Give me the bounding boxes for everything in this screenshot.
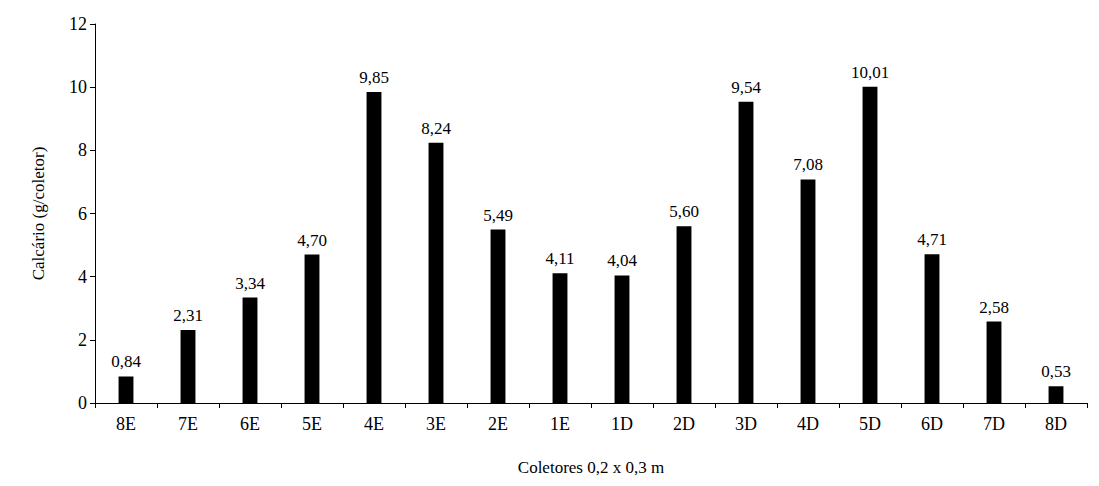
svg-text:5E: 5E [302,414,322,434]
svg-text:8D: 8D [1045,414,1067,434]
svg-text:9,85: 9,85 [359,68,389,87]
svg-text:2,58: 2,58 [979,298,1009,317]
svg-text:2,31: 2,31 [173,306,203,325]
svg-text:0,84: 0,84 [111,352,141,371]
svg-text:5,60: 5,60 [669,202,699,221]
svg-text:8E: 8E [116,414,136,434]
svg-text:4,04: 4,04 [607,251,637,270]
svg-text:3,34: 3,34 [235,274,265,293]
svg-text:3E: 3E [426,414,446,434]
svg-text:1E: 1E [550,414,570,434]
svg-text:Calcário (g/coletor): Calcário (g/coletor) [29,147,48,281]
svg-text:5D: 5D [859,414,881,434]
svg-text:4,70: 4,70 [297,231,327,250]
svg-text:5,49: 5,49 [483,206,513,225]
svg-text:2D: 2D [673,414,695,434]
svg-text:6E: 6E [240,414,260,434]
svg-text:Coletores 0,2 x 0,3 m: Coletores 0,2 x 0,3 m [518,458,664,477]
svg-text:3D: 3D [735,414,757,434]
svg-text:7,08: 7,08 [793,155,823,174]
svg-text:4D: 4D [797,414,819,434]
svg-text:4,11: 4,11 [545,249,574,268]
svg-text:9,54: 9,54 [731,78,761,97]
svg-text:8: 8 [78,140,87,160]
svg-text:2: 2 [78,330,87,350]
svg-text:4: 4 [78,267,87,287]
svg-text:7E: 7E [178,414,198,434]
svg-text:4E: 4E [364,414,384,434]
svg-text:6: 6 [78,204,87,224]
svg-text:8,24: 8,24 [421,119,451,138]
svg-text:6D: 6D [921,414,943,434]
svg-text:7D: 7D [983,414,1005,434]
svg-text:10: 10 [69,77,87,97]
svg-text:4,71: 4,71 [917,230,947,249]
svg-text:2E: 2E [488,414,508,434]
svg-text:12: 12 [69,14,87,34]
svg-text:0: 0 [78,393,87,413]
svg-text:1D: 1D [611,414,633,434]
svg-text:10,01: 10,01 [851,63,889,82]
svg-text:0,53: 0,53 [1041,362,1071,381]
